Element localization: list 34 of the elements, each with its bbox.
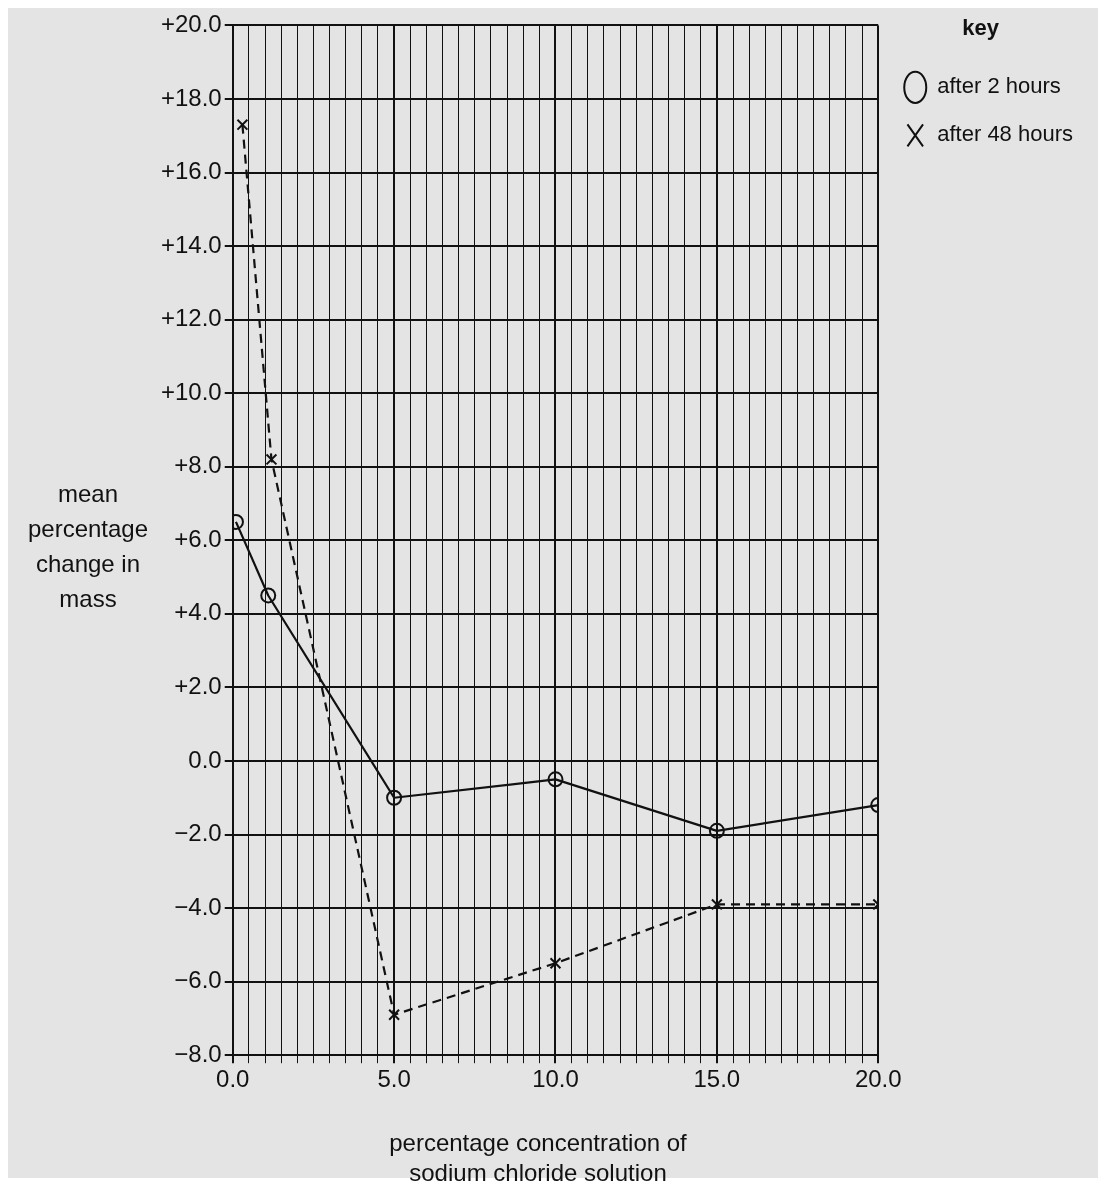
y-axis-title: mean percentage change in mass [26, 479, 150, 614]
y-tick-label: +4.0 [174, 598, 222, 626]
y-tick-label: +8.0 [174, 451, 222, 479]
y-tick-label: +12.0 [160, 304, 222, 332]
y-tick-label: +14.0 [160, 230, 222, 258]
legend-title: key [962, 15, 1000, 41]
x-tick-label: 20.0 [854, 1065, 902, 1093]
x-tick-label: 0.0 [216, 1065, 250, 1093]
x-axis-title: percentage concentration of sodium chloride solution [388, 1128, 688, 1188]
y-tick-label: +2.0 [174, 672, 222, 700]
legend-label: after 2 hours [937, 73, 1061, 99]
y-tick-label: −2.0 [174, 819, 222, 847]
point [386, 789, 403, 806]
point [710, 898, 723, 911]
y-tick-label: +20.0 [160, 10, 222, 38]
point [708, 822, 725, 839]
point [265, 453, 278, 466]
y-tick-label: 0.0 [188, 745, 222, 773]
y-tick-label: +10.0 [160, 377, 222, 405]
point [388, 1008, 401, 1021]
legend-label: after 48 hours [937, 121, 1073, 147]
point [236, 118, 249, 131]
point [260, 587, 277, 604]
x-tick-label: 10.0 [532, 1065, 579, 1093]
point [547, 771, 564, 788]
x-tick-label: 15.0 [693, 1065, 741, 1093]
y-tick-label: −4.0 [174, 892, 222, 920]
y-tick-label: +6.0 [174, 524, 222, 552]
y-tick-label: −8.0 [174, 1039, 222, 1067]
y-tick-label: +18.0 [160, 83, 222, 111]
y-tick-label: +16.0 [160, 157, 222, 185]
x-tick-label: 5.0 [377, 1065, 411, 1093]
point [549, 957, 562, 970]
y-tick-label: −6.0 [174, 966, 222, 994]
